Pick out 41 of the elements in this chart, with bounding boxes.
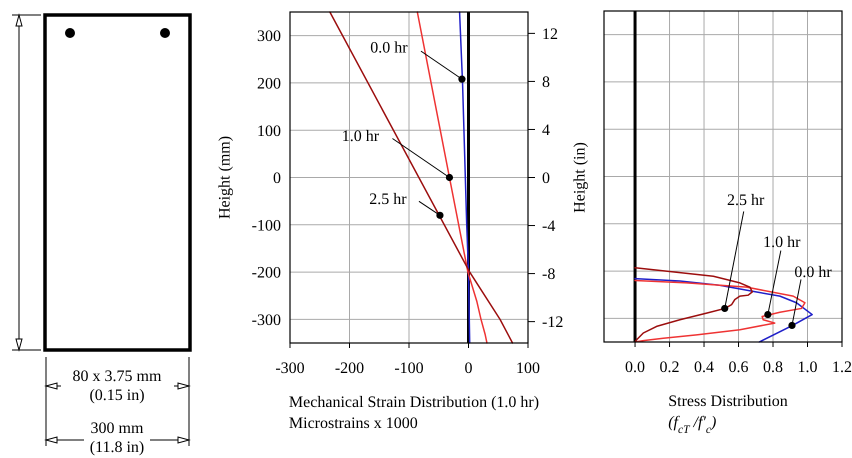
annotation: 1.0 hr <box>763 234 802 252</box>
x-tick-label: 0.6 <box>728 359 749 376</box>
y2-tick-label: 8 <box>542 74 550 92</box>
line-series <box>416 11 488 344</box>
x-tick-label: 0 <box>464 360 472 377</box>
y2-tick-label: 4 <box>542 122 550 140</box>
annotation: 0.0 hr <box>794 264 832 282</box>
x-tick-label: -100 <box>394 360 424 377</box>
x-tick-label: 0.2 <box>660 359 680 376</box>
x-tick-label: 1.2 <box>832 359 852 376</box>
y-tick-label: -200 <box>252 264 281 282</box>
y2-axis-title: Height (in) <box>572 142 589 213</box>
x-axis-title: Stress Distribution (f$_{cT}$ /f′$_{c}$) <box>668 393 788 436</box>
x-tick-label: -300 <box>275 360 305 377</box>
x-tick-label: 0.8 <box>763 359 784 376</box>
y2-tick-label: 0 <box>542 170 550 188</box>
x-tick-label: 0.0 <box>625 359 646 376</box>
y-tick-label: -100 <box>252 217 281 234</box>
x-tick-label: 100 <box>516 360 540 377</box>
y-tick-label: 300 <box>257 28 281 46</box>
y-axis-title: Height (mm) <box>216 136 234 220</box>
x-tick-label: -200 <box>334 360 364 377</box>
x-axis-title: Mechanical Strain Distribution (1.0 hr) Microstrains x 1000 <box>288 394 540 432</box>
text: 300 mm (11.8 in) <box>90 420 144 456</box>
y2-tick-label: -4 <box>542 218 556 236</box>
y2-tick-label: 12 <box>542 26 558 43</box>
y-tick-label: 0 <box>273 170 281 188</box>
y2-tick-label: -12 <box>542 314 564 332</box>
x-tick-label: 0.4 <box>694 359 714 376</box>
x-tick-label: 1.0 <box>798 359 818 376</box>
annotation: 2.5 hr <box>369 190 408 208</box>
y-tick-label: 100 <box>257 122 281 140</box>
line-series <box>458 11 470 344</box>
annotation: 2.5 hr <box>727 192 766 210</box>
y-tick-label: 200 <box>257 76 281 93</box>
annotation: 1.0 hr <box>342 128 380 146</box>
annotation: 0.0 hr <box>370 40 408 57</box>
y-tick-label: -300 <box>252 312 281 329</box>
text: 80 x 3.75 mm (0.15 in) <box>72 368 162 404</box>
line-series <box>329 11 514 344</box>
y2-tick-label: -8 <box>542 266 556 284</box>
